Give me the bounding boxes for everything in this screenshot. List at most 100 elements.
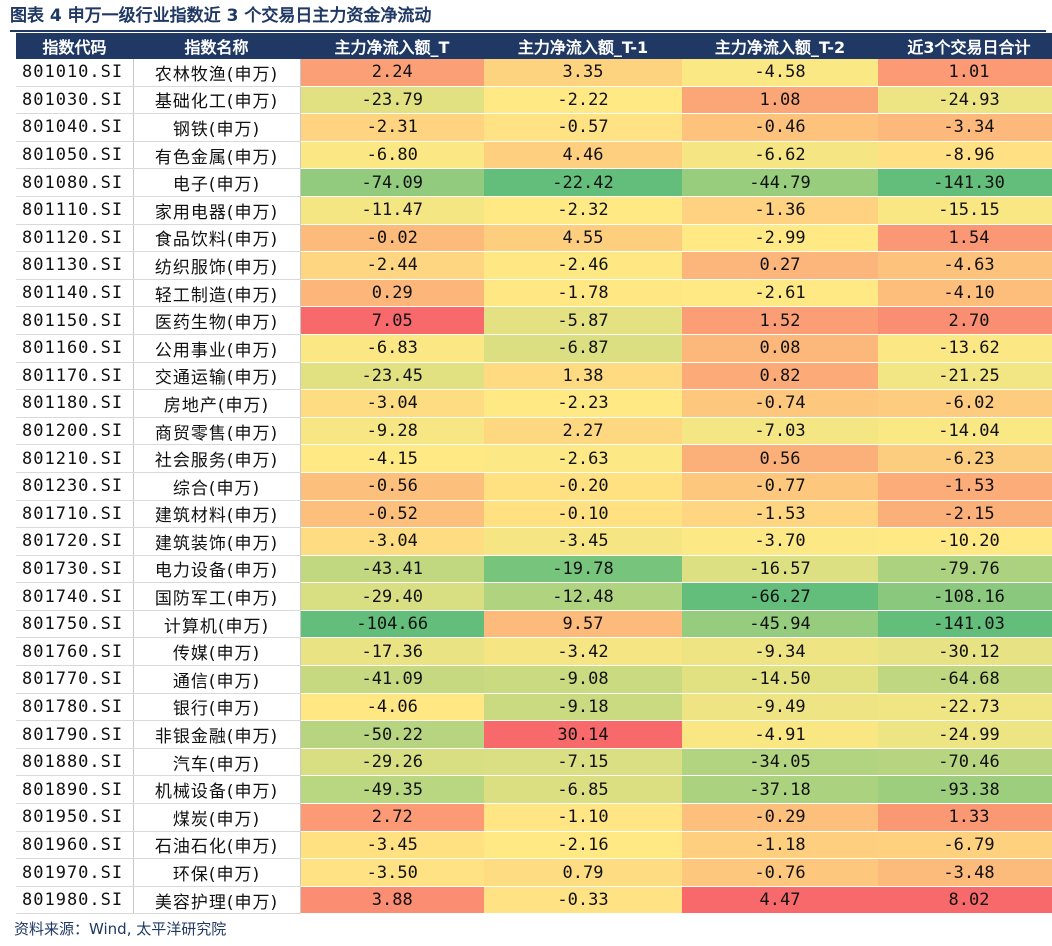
cell-index-name: 石油石化(申万) <box>133 831 301 860</box>
cell-inflow-t: -3.50 <box>300 858 484 887</box>
table-row: 801780.SI 银行(申万) -4.06 -9.18 -9.49 -22.73 <box>16 693 1052 722</box>
cell-inflow-3day-total: -24.99 <box>878 720 1052 749</box>
cell-index-code: 801010.SI <box>16 59 134 87</box>
cell-index-code: 801170.SI <box>16 362 134 391</box>
cell-inflow-t: -6.83 <box>300 334 484 363</box>
cell-inflow-3day-total: 8.02 <box>878 886 1052 915</box>
cell-inflow-3day-total: -6.02 <box>878 389 1052 418</box>
cell-index-name: 银行(申万) <box>133 693 301 722</box>
table-row: 801960.SI 石油石化(申万) -3.45 -2.16 -1.18 -6.79 <box>16 831 1052 860</box>
table-row: 801140.SI 轻工制造(申万) 0.29 -1.78 -2.61 -4.10 <box>16 279 1052 308</box>
cell-index-code: 801050.SI <box>16 141 134 170</box>
cell-inflow-t-1: -3.45 <box>484 527 682 556</box>
cell-index-code: 801710.SI <box>16 500 134 529</box>
cell-inflow-t-1: -1.10 <box>484 803 682 832</box>
header-inflow-t-1: 主力净流入额_T-1 <box>484 33 682 59</box>
cell-inflow-t-2: -9.49 <box>682 693 878 722</box>
table-row: 801230.SI 综合(申万) -0.56 -0.20 -0.77 -1.53 <box>16 472 1052 501</box>
table-row: 801880.SI 汽车(申万) -29.26 -7.15 -34.05 -70.46 <box>16 748 1052 777</box>
cell-index-name: 轻工制造(申万) <box>133 279 301 308</box>
cell-index-code: 801180.SI <box>16 389 134 418</box>
cell-inflow-t-2: -4.91 <box>682 720 878 749</box>
cell-inflow-t-2: 0.08 <box>682 334 878 363</box>
cell-index-name: 交通运输(申万) <box>133 362 301 391</box>
cell-inflow-t-1: -1.78 <box>484 279 682 308</box>
table-row: 801980.SI 美容护理(申万) 3.88 -0.33 4.47 8.02 <box>16 886 1052 915</box>
fund-flow-table-container: 指数代码 指数名称 主力净流入额_T 主力净流入额_T-1 主力净流入额_T-2… <box>16 33 1052 915</box>
cell-inflow-3day-total: -10.20 <box>878 527 1052 556</box>
cell-inflow-t-1: -2.46 <box>484 251 682 280</box>
cell-inflow-t-2: 0.56 <box>682 444 878 473</box>
cell-inflow-3day-total: -4.63 <box>878 251 1052 280</box>
cell-inflow-t-2: -16.57 <box>682 555 878 584</box>
cell-index-name: 国防军工(申万) <box>133 582 301 611</box>
cell-inflow-3day-total: -4.10 <box>878 279 1052 308</box>
cell-index-code: 801140.SI <box>16 279 134 308</box>
cell-inflow-t-1: -0.10 <box>484 500 682 529</box>
cell-inflow-t-2: -2.99 <box>682 224 878 253</box>
cell-index-code: 801970.SI <box>16 858 134 887</box>
cell-inflow-t-1: 0.79 <box>484 858 682 887</box>
table-row: 801750.SI 计算机(申万) -104.66 9.57 -45.94 -141.03 <box>16 610 1052 639</box>
cell-index-code: 801740.SI <box>16 582 134 611</box>
cell-inflow-t-1: 1.38 <box>484 362 682 391</box>
cell-index-name: 农林牧渔(申万) <box>133 59 301 87</box>
cell-inflow-t-1: -7.15 <box>484 748 682 777</box>
cell-inflow-3day-total: -13.62 <box>878 334 1052 363</box>
cell-index-code: 801980.SI <box>16 886 134 915</box>
header-inflow-t-2: 主力净流入额_T-2 <box>682 33 878 59</box>
cell-inflow-t: -104.66 <box>300 610 484 639</box>
cell-inflow-t: -2.31 <box>300 113 484 142</box>
cell-inflow-t-2: -45.94 <box>682 610 878 639</box>
cell-inflow-t-2: 0.27 <box>682 251 878 280</box>
cell-inflow-t-2: -37.18 <box>682 775 878 805</box>
cell-inflow-t-2: -3.70 <box>682 527 878 556</box>
cell-inflow-t: -50.22 <box>300 720 484 749</box>
cell-inflow-t-1: -22.42 <box>484 168 682 197</box>
cell-inflow-3day-total: -1.53 <box>878 472 1052 501</box>
cell-inflow-3day-total: -6.23 <box>878 444 1052 473</box>
cell-inflow-t-1: 30.14 <box>484 720 682 749</box>
cell-inflow-t-2: -34.05 <box>682 748 878 777</box>
cell-inflow-t-2: -2.61 <box>682 279 878 308</box>
cell-inflow-t-1: -2.32 <box>484 196 682 225</box>
cell-inflow-t-2: 4.47 <box>682 886 878 915</box>
cell-index-name: 非银金融(申万) <box>133 720 301 749</box>
cell-index-name: 食品饮料(申万) <box>133 224 301 253</box>
cell-inflow-3day-total: -3.48 <box>878 858 1052 887</box>
cell-index-name: 汽车(申万) <box>133 748 301 777</box>
cell-inflow-t-2: 1.08 <box>682 86 878 115</box>
table-row: 801970.SI 环保(申万) -3.50 0.79 -0.76 -3.48 <box>16 858 1052 887</box>
table-row: 801710.SI 建筑材料(申万) -0.52 -0.10 -1.53 -2.15 <box>16 500 1052 529</box>
cell-inflow-t-1: 4.46 <box>484 141 682 170</box>
cell-inflow-t-2: -44.79 <box>682 168 878 197</box>
table-row: 801180.SI 房地产(申万) -3.04 -2.23 -0.74 -6.02 <box>16 389 1052 418</box>
header-inflow-t: 主力净流入额_T <box>300 33 484 59</box>
header-index-name: 指数名称 <box>133 33 300 59</box>
table-row: 801040.SI 钢铁(申万) -2.31 -0.57 -0.46 -3.34 <box>16 113 1052 142</box>
cell-index-name: 家用电器(申万) <box>133 196 301 225</box>
cell-inflow-t-2: 0.82 <box>682 362 878 391</box>
cell-inflow-t: -2.44 <box>300 251 484 280</box>
table-row: 801150.SI 医药生物(申万) 7.05 -5.87 1.52 2.70 <box>16 306 1052 335</box>
cell-index-code: 801130.SI <box>16 251 134 280</box>
fund-flow-table: 指数代码 指数名称 主力净流入额_T 主力净流入额_T-1 主力净流入额_T-2… <box>16 33 1052 915</box>
cell-inflow-t: -0.02 <box>300 224 484 253</box>
cell-inflow-t-1: -0.33 <box>484 886 682 915</box>
cell-index-name: 美容护理(申万) <box>133 886 301 915</box>
cell-inflow-3day-total: -8.96 <box>878 141 1052 170</box>
cell-inflow-t-1: -2.22 <box>484 86 682 115</box>
cell-inflow-3day-total: -30.12 <box>878 637 1052 667</box>
cell-index-name: 机械设备(申万) <box>133 775 301 805</box>
cell-inflow-t: -41.09 <box>300 665 484 694</box>
cell-inflow-3day-total: -141.03 <box>878 610 1052 639</box>
cell-inflow-t: -23.45 <box>300 362 484 391</box>
cell-inflow-t-2: -14.50 <box>682 665 878 694</box>
cell-index-name: 传媒(申万) <box>133 637 301 667</box>
cell-inflow-3day-total: 1.33 <box>878 803 1052 832</box>
cell-inflow-t-1: -12.48 <box>484 582 682 611</box>
cell-inflow-t-1: -2.63 <box>484 444 682 473</box>
cell-inflow-3day-total: 1.54 <box>878 224 1052 253</box>
cell-index-code: 801880.SI <box>16 748 134 777</box>
cell-inflow-t-1: 9.57 <box>484 610 682 639</box>
